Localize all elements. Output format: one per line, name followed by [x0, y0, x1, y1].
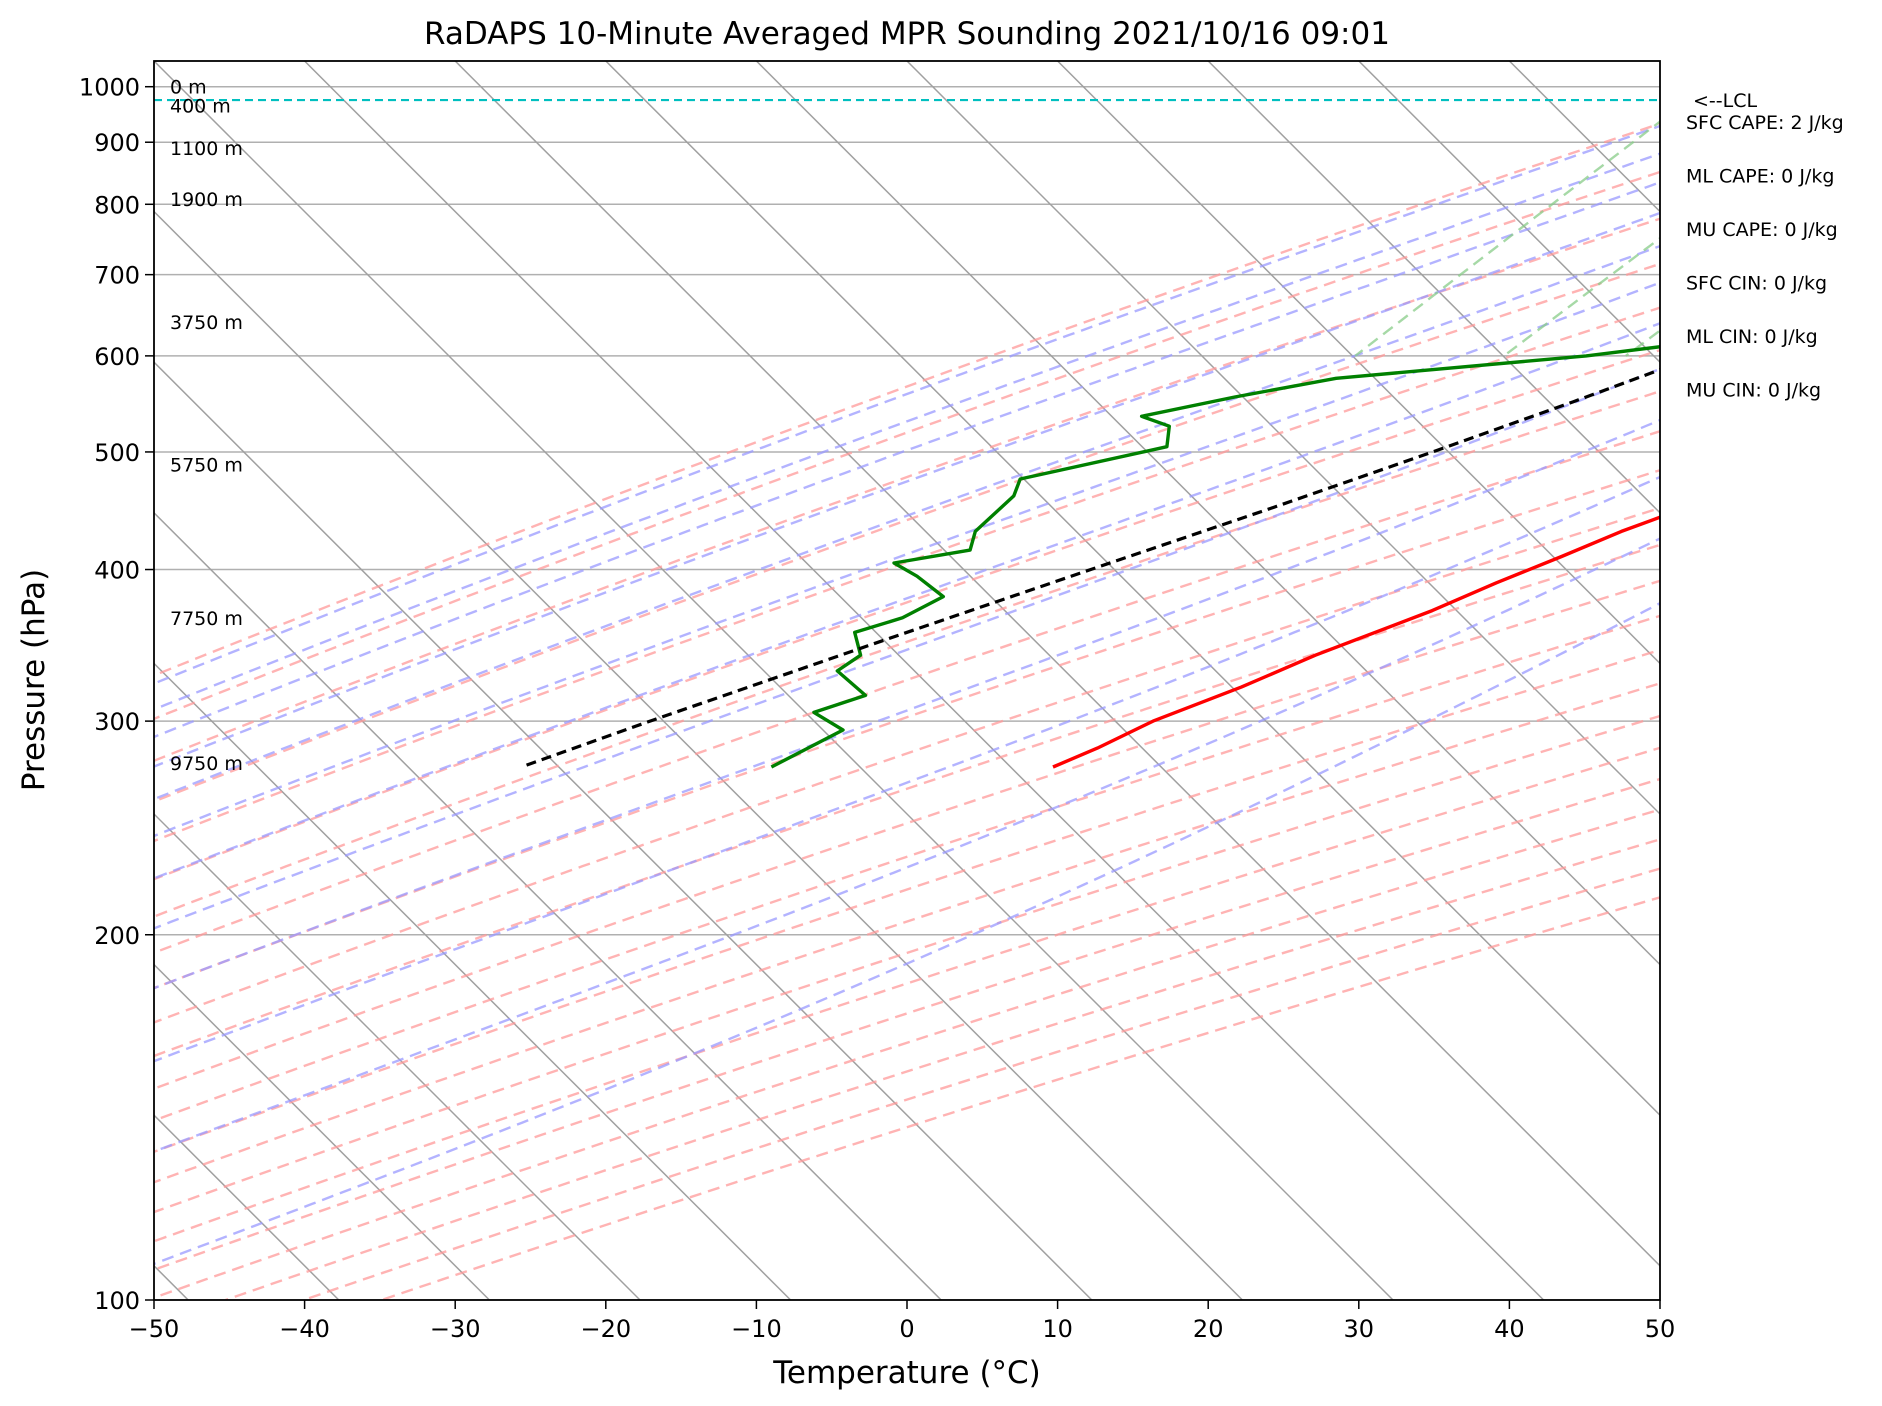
height-label: 5750 m [170, 455, 243, 477]
x-tick-label: 30 [1344, 1315, 1375, 1343]
isotherm-line [906, 61, 1660, 816]
moist-adiabat-line [154, 322, 1660, 880]
isotherm-line [154, 963, 490, 1300]
height-label: 1100 m [170, 138, 243, 160]
dry-adiabat-line [154, 543, 1660, 1058]
height-label: 1900 m [170, 189, 243, 211]
dry-adiabat-line [154, 217, 1660, 763]
moist-adiabat-line [154, 418, 1660, 990]
dry-adiabat-line [225, 838, 1660, 1300]
dry-adiabat-line [154, 746, 1660, 1243]
dry-adiabat-line [154, 648, 1660, 1154]
moist-adiabat-line [154, 181, 1660, 739]
x-tick-label: −50 [129, 1315, 180, 1343]
stability-index-label: ML CAPE: 0 J/kg [1686, 166, 1834, 188]
isotherm-line [154, 812, 641, 1300]
y-tick-label: 500 [94, 439, 140, 467]
mixing-ratio-line [1354, 120, 1660, 357]
stability-index-label: ML CIN: 0 J/kg [1686, 326, 1818, 348]
x-tick-label: 40 [1494, 1315, 1525, 1343]
isotherm-line [154, 210, 1243, 1300]
stability-index-label: SFC CAPE: 2 J/kg [1686, 112, 1844, 134]
moist-adiabat-line [154, 244, 1660, 801]
isotherm-line [304, 61, 1545, 1300]
height-label: 0 m [170, 77, 207, 99]
y-tick-label: 700 [94, 262, 140, 290]
dry-adiabat-line [154, 348, 1660, 881]
dry-adiabat-line [154, 579, 1660, 1090]
x-tick-label: −40 [279, 1315, 330, 1343]
moist-adiabat-line [154, 475, 1660, 1063]
dry-adiabat-line [154, 714, 1660, 1214]
y-tick-label: 200 [94, 922, 140, 950]
mixing-ratio-line [1503, 236, 1660, 357]
isotherm-line [755, 61, 1660, 966]
stability-index-label: MU CAPE: 0 J/kg [1686, 219, 1838, 241]
dry-adiabat-line [154, 777, 1660, 1272]
dry-adiabat-line [154, 170, 1660, 721]
y-tick-label: 100 [94, 1287, 140, 1315]
mixing-ratio-line [1757, 61, 1882, 356]
x-tick-label: 50 [1645, 1315, 1676, 1343]
stability-index-label: MU CIN: 0 J/kg [1686, 380, 1821, 402]
x-tick-label: 0 [899, 1315, 914, 1343]
x-tick-label: 10 [1042, 1315, 1073, 1343]
dewpoint-line [770, 345, 1660, 769]
y-tick-label: 300 [94, 708, 140, 736]
dry-adiabat-line [154, 682, 1660, 1184]
height-label: 3750 m [170, 312, 243, 334]
x-tick-label: −10 [731, 1315, 782, 1343]
height-label: 400 m [170, 95, 231, 117]
dry-adiabat-line [154, 506, 1660, 1024]
dry-adiabat-line [303, 867, 1660, 1300]
dry-adiabat-line [154, 390, 1660, 918]
isotherm-line [1659, 61, 1660, 63]
moist-adiabat-line [154, 537, 1660, 1153]
isotherm-line [1358, 61, 1660, 364]
dry-adiabat-line [154, 306, 1660, 843]
isotherm-line [1057, 61, 1660, 665]
x-tick-label: 20 [1193, 1315, 1224, 1343]
temperature-line [1052, 515, 1660, 769]
y-tick-label: 600 [94, 343, 140, 371]
isotherm-line [154, 511, 942, 1300]
stability-index-label: SFC CIN: 0 J/kg [1686, 273, 1827, 295]
moist-adiabat-line [154, 367, 1660, 930]
moist-adiabat-line [154, 152, 1660, 711]
dry-adiabat-line [154, 468, 1660, 990]
isotherm-line [1207, 61, 1660, 514]
moist-adiabat-line [154, 211, 1660, 768]
y-tick-label: 900 [94, 129, 140, 157]
mixing-ratio-line [1870, 61, 1882, 356]
y-tick-label: 800 [94, 191, 140, 219]
isotherm-line [154, 61, 1394, 1300]
y-axis-label: Pressure (hPa) [16, 569, 52, 791]
moist-adiabat-line [154, 601, 1660, 1266]
x-tick-label: −30 [430, 1315, 481, 1343]
x-tick-label: −20 [580, 1315, 631, 1343]
height-label: 9750 m [170, 753, 243, 775]
dry-adiabat-line [154, 430, 1660, 955]
y-tick-label: 1000 [79, 74, 140, 102]
lcl-label: <--LCL [1693, 90, 1757, 112]
y-tick-label: 400 [94, 557, 140, 585]
isotherm-line [454, 61, 1660, 1267]
dry-adiabat-line [154, 262, 1660, 803]
dry-adiabat-line [154, 614, 1660, 1122]
isotherm-line [605, 61, 1660, 1117]
chart-title: RaDAPS 10-Minute Averaged MPR Sounding 2… [424, 16, 1390, 52]
height-label: 7750 m [170, 608, 243, 630]
x-axis-label: Temperature (°C) [772, 1355, 1041, 1391]
isotherm-line [154, 662, 792, 1300]
moist-adiabat-line [154, 281, 1660, 838]
